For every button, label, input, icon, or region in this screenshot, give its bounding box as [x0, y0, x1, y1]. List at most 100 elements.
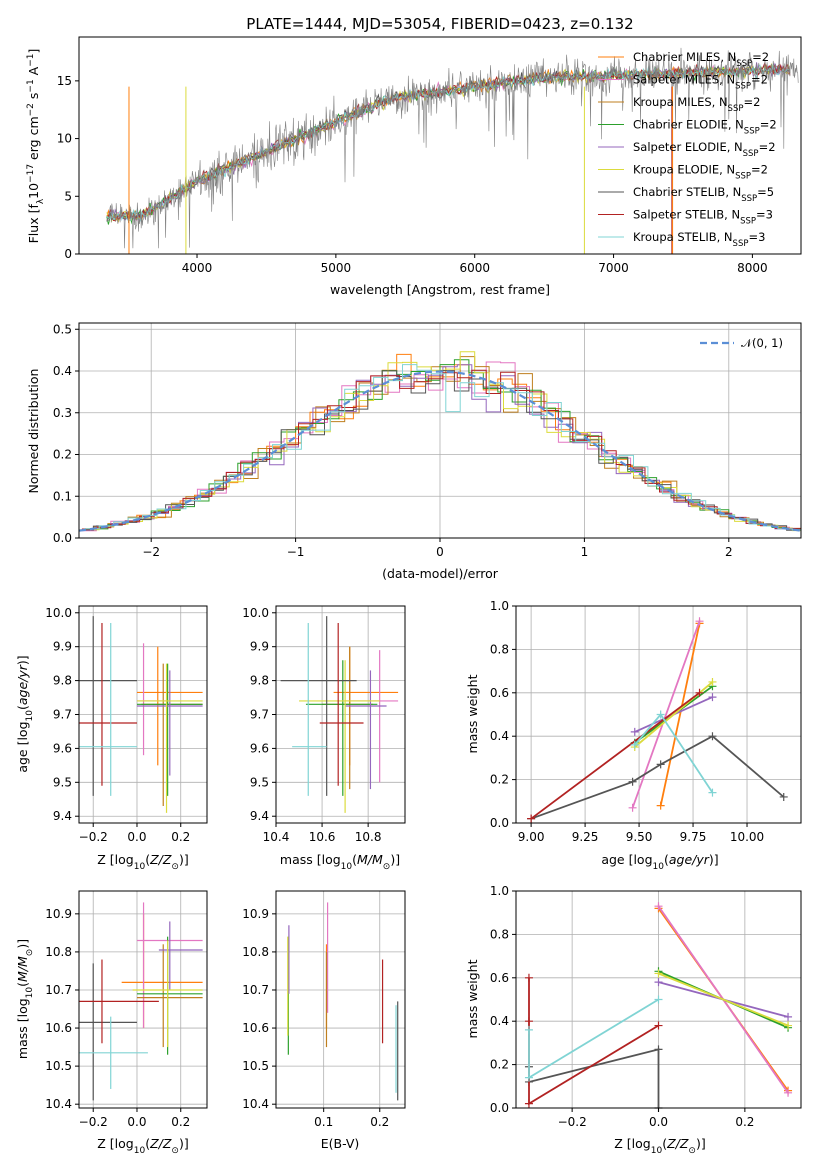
zmass-ylabel: mass [log10(M/M⊙)]: [15, 939, 35, 1059]
weight-marker: [656, 760, 665, 769]
x-tick-label: 9.25: [572, 830, 599, 844]
x-tick-label: 8000: [737, 261, 768, 275]
agemw-ylabel: mass weight: [465, 674, 480, 753]
weight-marker: [524, 1099, 533, 1108]
mass-age-panel: 10.4 10.6 10.8 9.4 9.5 9.6 9.7 9.8 9.9 10.0: [242, 605, 406, 844]
y-tick-label: 9.8: [53, 674, 72, 688]
x-tick-label: 9.50: [626, 830, 653, 844]
y-tick-label: 0.4: [53, 364, 72, 378]
x-tick-label: 0.0: [127, 1115, 146, 1129]
y-tick-label: 10.5: [45, 1059, 72, 1073]
histogram-xlabel: (data-model)/error: [382, 566, 499, 581]
y-tick-label: 15: [57, 74, 72, 88]
x-tick-label: 5000: [321, 261, 352, 275]
data-spectrum-line: [106, 47, 799, 249]
y-tick-label: 0.3: [53, 406, 72, 420]
y-tick-label: 0: [64, 247, 72, 261]
grid: [275, 606, 405, 823]
agemw-xlabel: age [log10(age/yr)]: [601, 852, 718, 872]
z-mass-panel: −0.2 0.0 0.2 10.4 10.5 10.6 10.7 10.8 10.9: [45, 890, 208, 1129]
y-tick-label: 0.1: [53, 489, 72, 503]
ebv-xlabel: E(B-V): [321, 1136, 360, 1151]
zage-xlabel: Z [log10(Z/Z⊙)]: [97, 852, 188, 872]
model-spectrum-line: [106, 60, 791, 222]
weight-marker: [708, 788, 717, 797]
y-tick-label: 0.0: [53, 531, 72, 545]
y-tick-label: 5: [64, 189, 72, 203]
weight-marker: [630, 740, 639, 749]
x-tick-label: 0.0: [127, 830, 146, 844]
zmw-xlabel: Z [log10(Z/Z⊙)]: [614, 1136, 705, 1156]
x-tick-label: 10.6: [309, 830, 336, 844]
x-tick-label: −1: [287, 545, 305, 559]
weight-lines: [527, 617, 788, 823]
y-tick-label: 10.6: [45, 1021, 72, 1035]
gauss-legend-label: 𝒩(0, 1): [741, 336, 783, 350]
y-tick-label: 10.9: [45, 907, 72, 921]
weight-marker: [654, 1045, 663, 1054]
weight-line: [530, 692, 701, 820]
y-tick-label: 0.5: [53, 322, 72, 336]
y-tick-label: 9.5: [53, 775, 72, 789]
y-tick-label: 10.5: [242, 1059, 269, 1073]
weight-line: [631, 620, 701, 809]
y-tick-label: 9.7: [53, 708, 72, 722]
y-tick-label: 10.0: [45, 606, 72, 620]
x-tick-label: 6000: [459, 261, 490, 275]
y-tick-label: 10.6: [242, 1021, 269, 1035]
age-massweight-panel: 9.00 9.25 9.50 9.75 10.00 0.0 0.2 0.4 0.6 0.8 1.0: [490, 599, 802, 844]
weight-marker: [656, 710, 665, 719]
gaussian-curve: [78, 370, 802, 532]
massage-xlabel: mass [log10(M/M⊙)]: [280, 852, 400, 872]
residual-histogram-step: [84, 364, 801, 531]
figure-title: PLATE=1444, MJD=53054, FIBERID=0423, z=0…: [246, 15, 633, 33]
y-tick-label: 0.2: [490, 1058, 509, 1072]
y-tick-label: 0.0: [490, 816, 509, 830]
spectrum-panel: 4000 5000 6000 7000 8000 0 5 10 15 Chabrier MILE…: [26, 36, 802, 297]
y-tick-label: 10.8: [242, 945, 269, 959]
y-tick-label: 0.6: [490, 971, 509, 985]
y-tick-label: 9.6: [53, 741, 72, 755]
x-tick-label: 4000: [182, 261, 213, 275]
residual-histogram-step: [81, 369, 801, 530]
weight-marker: [708, 677, 717, 686]
ebv-mass-panel: 0.1 0.2 10.4 10.5 10.6 10.7 10.8 10.9: [242, 890, 406, 1129]
x-tick-label: 7000: [598, 261, 629, 275]
weight-marker: [695, 617, 704, 626]
x-tick-label: −2: [142, 545, 160, 559]
legend-label: Chabrier ELODIE, NSSP=2: [633, 118, 777, 137]
axes-frame: [78, 890, 208, 1109]
weight-line: [658, 972, 789, 1027]
weight-marker: [708, 693, 717, 702]
zage-ylabel: age [log10(age/yr)]: [15, 655, 35, 772]
legend-label: Chabrier STELIB, NSSP=5: [633, 185, 774, 204]
weight-marker: [654, 995, 663, 1004]
x-tick-label: 0.2: [171, 1115, 190, 1129]
x-tick-label: −0.2: [79, 1115, 108, 1129]
y-tick-label: 10.7: [45, 983, 72, 997]
x-tick-label: 0.2: [370, 1115, 389, 1129]
x-tick-label: 0: [436, 545, 444, 559]
error-bars: [287, 902, 399, 1101]
weight-marker: [524, 1017, 533, 1026]
weight-marker: [654, 902, 663, 911]
x-tick-label: 10.8: [355, 830, 382, 844]
x-tick-label: 9.75: [680, 830, 707, 844]
y-tick-label: 9.7: [250, 708, 269, 722]
weight-lines: [524, 902, 793, 1112]
weight-marker: [779, 792, 788, 801]
y-tick-label: 9.4: [53, 809, 72, 823]
legend-label: Salpeter STELIB, NSSP=3: [633, 208, 773, 227]
legend-label: Kroupa ELODIE, NSSP=2: [633, 163, 768, 182]
error-bars: [79, 902, 203, 1101]
weight-marker: [654, 969, 663, 978]
z-massweight-panel: −0.2 0.0 0.2 0.0 0.2 0.4 0.6 0.8 1.0: [490, 884, 802, 1129]
residual-histogram-panel: −2 −1 0 1 2 0.0 0.1 0.2 0.3 0.4 0.5 𝒩(0, 1) (data-…: [26, 322, 802, 581]
y-tick-label: 9.9: [250, 640, 269, 654]
weight-marker: [527, 814, 536, 823]
weight-marker: [708, 732, 717, 741]
error-bars: [79, 616, 203, 813]
y-tick-label: 0.4: [490, 729, 509, 743]
y-tick-label: 9.8: [250, 674, 269, 688]
